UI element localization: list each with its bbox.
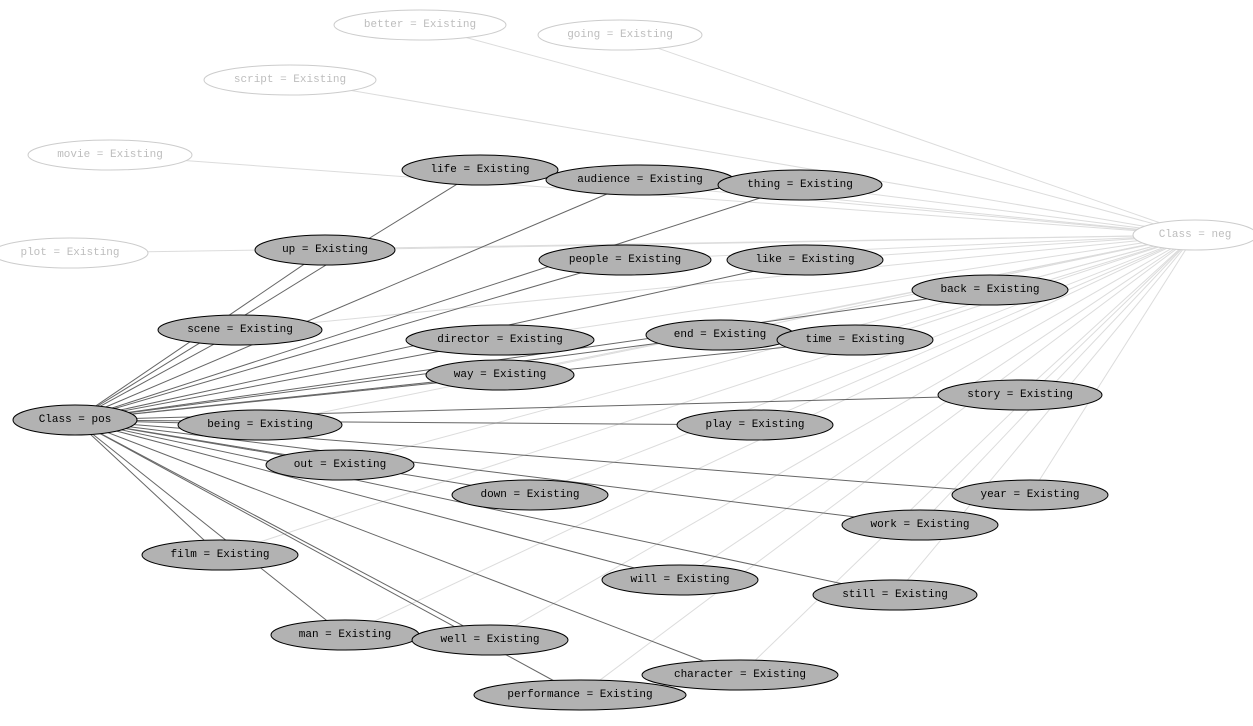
node-still-label: still = Existing [842, 589, 948, 601]
node-better: better = Existing [334, 10, 506, 40]
node-character-label: character = Existing [674, 669, 806, 681]
node-up-label: up = Existing [282, 244, 368, 256]
node-back: back = Existing [912, 275, 1068, 305]
node-like: like = Existing [727, 245, 883, 275]
node-audience-label: audience = Existing [577, 174, 702, 186]
node-man-label: man = Existing [299, 629, 391, 641]
node-story-label: story = Existing [967, 389, 1073, 401]
hub-pos: Class = pos [13, 405, 137, 435]
node-back-label: back = Existing [940, 284, 1039, 296]
node-way-label: way = Existing [454, 369, 546, 381]
node-people: people = Existing [539, 245, 711, 275]
edge-well-neg [515, 249, 1171, 626]
node-year: year = Existing [952, 480, 1108, 510]
node-work: work = Existing [842, 510, 998, 540]
node-life-label: life = Existing [430, 164, 529, 176]
node-out-label: out = Existing [294, 459, 386, 471]
edge-performance-neg [600, 249, 1176, 680]
node-will: will = Existing [602, 565, 758, 595]
node-well: well = Existing [412, 625, 568, 655]
node-director: director = Existing [406, 325, 594, 355]
node-work-label: work = Existing [870, 519, 969, 531]
hub-pos-label: Class = pos [39, 414, 112, 426]
node-down: down = Existing [452, 480, 608, 510]
edge-going-neg [658, 48, 1159, 222]
node-audience: audience = Existing [546, 165, 734, 195]
node-life: life = Existing [402, 155, 558, 185]
node-time-label: time = Existing [805, 334, 904, 346]
node-better-label: better = Existing [364, 19, 476, 31]
node-time: time = Existing [777, 325, 933, 355]
node-well-label: well = Existing [440, 634, 539, 646]
node-scene-label: scene = Existing [187, 324, 293, 336]
node-play-label: play = Existing [705, 419, 804, 431]
node-thing-label: thing = Existing [747, 179, 853, 191]
node-story: story = Existing [938, 380, 1102, 410]
edge-being-pos [137, 422, 179, 423]
hub-neg: Class = neg [1133, 220, 1253, 250]
edge-down-neg [564, 248, 1162, 482]
node-scene: scene = Existing [158, 315, 322, 345]
edge-end-pos [129, 343, 658, 413]
nodes-layer: better = Existing going = Existing script … [0, 10, 1253, 710]
node-end-label: end = Existing [674, 329, 766, 341]
hub-neg-label: Class = neg [1159, 229, 1232, 241]
edge-film-pos [91, 435, 205, 541]
node-film: film = Existing [142, 540, 298, 570]
node-director-label: director = Existing [437, 334, 562, 346]
network-diagram: better = Existing going = Existing script … [0, 0, 1253, 726]
node-performance-label: performance = Existing [507, 689, 652, 701]
node-movie-label: movie = Existing [57, 149, 163, 161]
node-performance: performance = Existing [474, 680, 686, 710]
node-end: end = Existing [646, 320, 794, 350]
node-up: up = Existing [255, 235, 395, 265]
node-script-label: script = Existing [234, 74, 346, 86]
node-plot: plot = Existing [0, 238, 148, 268]
node-film-label: film = Existing [170, 549, 269, 561]
node-being-label: being = Existing [207, 419, 313, 431]
node-people-label: people = Existing [569, 254, 681, 266]
node-out: out = Existing [266, 450, 414, 480]
node-will-label: will = Existing [630, 574, 729, 586]
edge-thing-neg [867, 194, 1140, 229]
node-going: going = Existing [538, 20, 702, 50]
node-script: script = Existing [204, 65, 376, 95]
node-still: still = Existing [813, 580, 977, 610]
node-going-label: going = Existing [567, 29, 673, 41]
node-movie: movie = Existing [28, 140, 192, 170]
node-character: character = Existing [642, 660, 838, 690]
node-plot-label: plot = Existing [20, 247, 119, 259]
node-play: play = Existing [677, 410, 833, 440]
node-way: way = Existing [426, 360, 574, 390]
node-man: man = Existing [271, 620, 419, 650]
node-down-label: down = Existing [480, 489, 579, 501]
node-thing: thing = Existing [718, 170, 882, 200]
edge-life-pos [98, 184, 457, 406]
node-year-label: year = Existing [980, 489, 1079, 501]
node-like-label: like = Existing [755, 254, 854, 266]
node-being: being = Existing [178, 410, 342, 440]
